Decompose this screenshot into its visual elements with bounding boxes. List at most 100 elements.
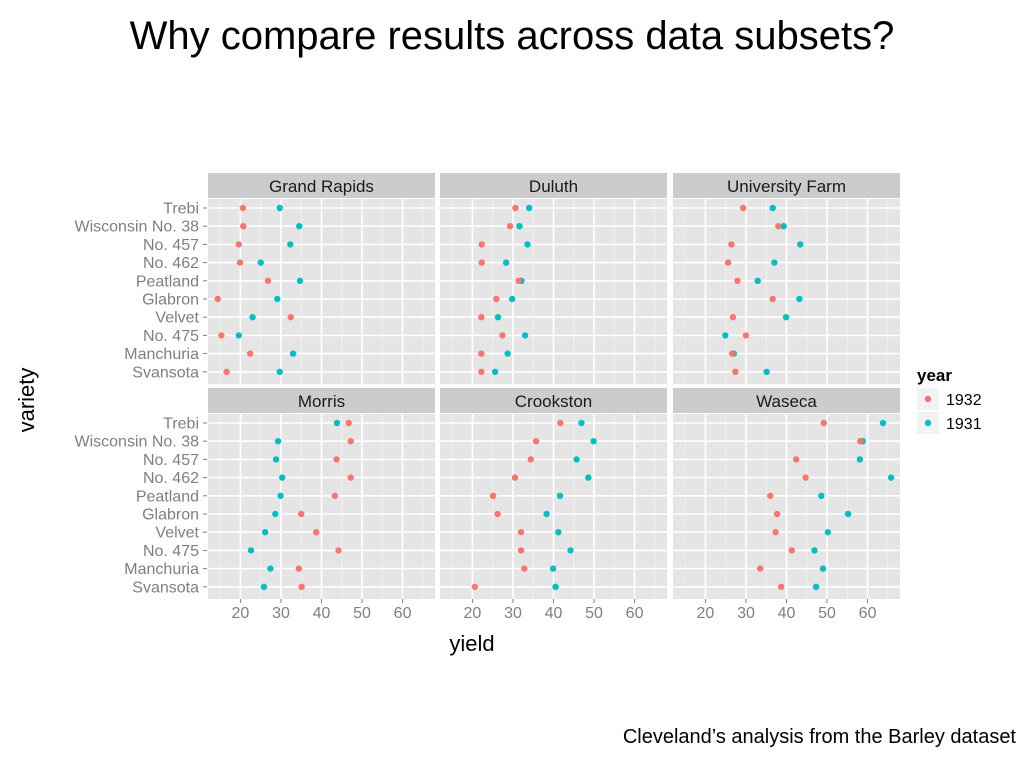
point-1932-no-462: [511, 474, 519, 481]
point-1932-wisconsin-no-38: [532, 438, 540, 445]
point-1932-peatland: [489, 492, 497, 499]
point-1931-peatland: [556, 492, 564, 499]
point-1931-trebi: [879, 419, 887, 427]
point-1932-wisconsin-no-38: [857, 438, 864, 445]
point-1931-velvet: [824, 529, 832, 536]
y-tick-label: No. 457: [143, 452, 199, 469]
point-1931-wisconsin-no-38: [274, 438, 282, 445]
point-1932-svansota: [223, 368, 230, 375]
panel-crookston: Crookston: [440, 388, 667, 599]
panel-strip: [673, 173, 900, 198]
point-1932-wisconsin-no-38: [240, 223, 247, 230]
x-tick-label: 60: [394, 605, 412, 622]
y-tick-label: No. 462: [143, 255, 199, 272]
point-1932-manchuria: [756, 565, 764, 572]
point-1932-peatland: [331, 492, 339, 499]
point-1932-trebi: [739, 204, 747, 212]
panel-strip: [440, 388, 667, 413]
point-1932-svansota: [478, 368, 485, 375]
point-1931-glabron: [844, 510, 852, 518]
y-tick-label: Manchuria: [124, 346, 199, 363]
point-1932-manchuria: [246, 350, 254, 357]
point-1931-no-457: [797, 241, 804, 248]
point-1931-no-462: [502, 259, 510, 266]
point-1931-manchuria: [819, 565, 827, 572]
x-tick-label: 20: [697, 605, 715, 622]
y-tick-label: Glabron: [142, 507, 199, 524]
point-1931-peatland: [754, 277, 761, 284]
point-1931-no-457: [856, 456, 864, 463]
y-tick-label: Peatland: [136, 273, 199, 290]
point-1932-glabron: [769, 295, 776, 303]
point-1932-no-475: [788, 547, 795, 554]
point-1931-svansota: [812, 583, 820, 590]
point-1932-peatland: [767, 492, 774, 499]
point-1932-velvet: [772, 529, 779, 536]
legend: year 1932 1931: [917, 366, 982, 434]
point-1932-peatland: [264, 277, 272, 284]
point-1931-glabron: [508, 295, 516, 303]
point-1931-no-475: [521, 332, 529, 339]
y-tick-label: Velvet: [155, 525, 199, 542]
point-1932-no-457: [793, 456, 800, 463]
point-1932-svansota: [778, 583, 785, 590]
point-1932-trebi: [820, 419, 827, 427]
y-tick-label: Svansota: [132, 364, 199, 381]
x-tick-label: 20: [464, 605, 482, 622]
legend-title: year: [917, 366, 952, 385]
y-tick-label: Trebi: [163, 201, 199, 218]
point-1931-velvet: [782, 314, 790, 321]
point-1932-no-475: [218, 332, 225, 339]
point-1931-no-475: [811, 547, 818, 554]
slide-title: Why compare results across data subsets?: [129, 14, 895, 58]
x-tick-label: 40: [778, 605, 796, 622]
panel-strip: [440, 173, 667, 198]
point-1932-trebi: [557, 419, 564, 427]
point-1931-svansota: [552, 583, 559, 590]
point-1932-manchuria: [521, 565, 528, 572]
y-tick-label: Wisconsin No. 38: [75, 434, 200, 451]
panel-waseca: Waseca: [673, 388, 900, 599]
point-1931-no-475: [235, 332, 243, 339]
x-tick-label: 60: [626, 605, 644, 622]
point-1932-no-457: [333, 456, 340, 463]
legend-key-1931: [924, 419, 932, 427]
point-1932-svansota: [732, 368, 739, 375]
slide-caption: Cleveland’s analysis from the Barley dat…: [622, 726, 1016, 748]
point-1932-no-457: [527, 456, 534, 463]
point-1932-velvet: [517, 529, 525, 536]
point-1932-peatland: [515, 277, 522, 284]
panel-morris: Morris: [208, 388, 435, 599]
point-1931-velvet: [494, 314, 502, 321]
legend-key-1932: [924, 395, 932, 403]
point-1931-no-475: [722, 332, 729, 339]
point-1932-peatland: [734, 277, 741, 284]
point-1932-glabron: [214, 295, 221, 303]
point-1931-glabron: [543, 510, 550, 518]
point-1932-velvet: [287, 314, 294, 321]
point-1931-svansota: [763, 368, 770, 375]
point-1932-no-457: [478, 241, 485, 248]
point-1932-no-457: [728, 241, 735, 248]
y-tick-label: Wisconsin No. 38: [75, 219, 200, 236]
point-1932-glabron: [494, 510, 501, 518]
point-1931-svansota: [491, 368, 499, 375]
point-1931-no-462: [585, 474, 592, 481]
point-1932-no-457: [235, 241, 243, 248]
point-1932-glabron: [773, 510, 781, 518]
point-1932-trebi: [345, 419, 352, 427]
point-1931-no-462: [887, 474, 895, 481]
y-tick-label: Glabron: [142, 292, 199, 309]
point-1932-no-462: [347, 474, 354, 481]
x-tick-label: 30: [272, 605, 290, 622]
point-1932-trebi: [512, 204, 519, 212]
point-1932-wisconsin-no-38: [347, 438, 354, 445]
y-tick-label: Peatland: [136, 488, 199, 505]
point-1932-svansota: [298, 583, 305, 590]
panel-strip-label: Grand Rapids: [269, 177, 374, 196]
legend-label-1932: 1932: [946, 392, 982, 409]
point-1931-no-475: [247, 547, 255, 554]
point-1931-wisconsin-no-38: [296, 223, 303, 230]
point-1932-svansota: [471, 583, 479, 590]
